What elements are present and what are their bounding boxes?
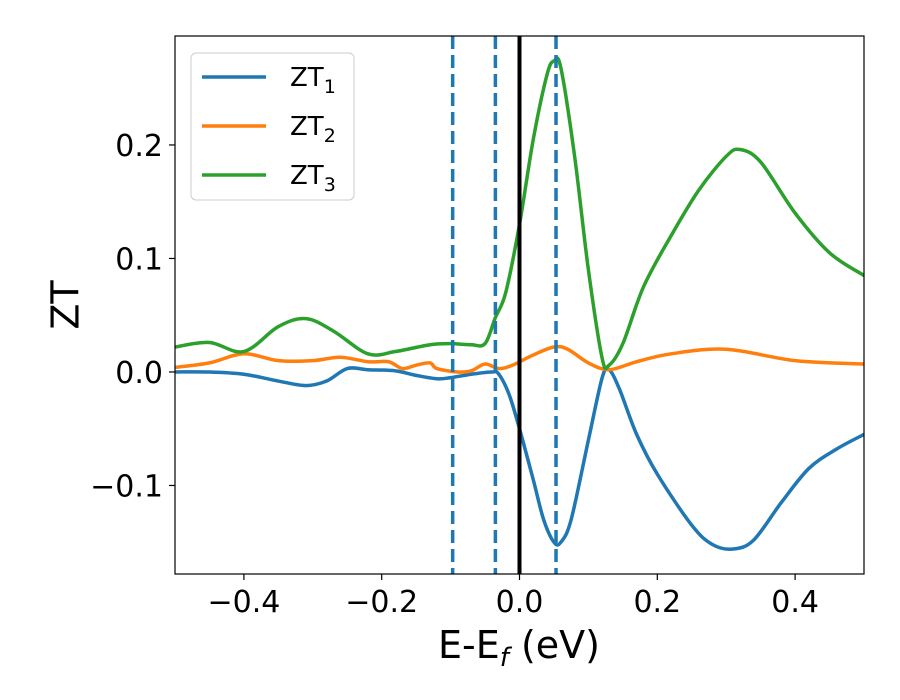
series-line-zt3 [175, 56, 864, 371]
legend-box [190, 52, 355, 201]
legend-label-zt1: ZT1 [290, 63, 336, 98]
x-tick-label: −0.4 [207, 585, 280, 620]
y-tick-label: 0.2 [115, 129, 163, 164]
series-line-zt1 [175, 366, 864, 551]
x-tick-label: 0.2 [633, 585, 681, 620]
x-axis-label-tail: (eV) [509, 623, 600, 667]
y-tick-label: 0.0 [115, 356, 163, 391]
legend-label-zt2: ZT2 [290, 112, 336, 147]
y-tick-label: 0.1 [115, 242, 163, 277]
x-tick-label: 0.4 [771, 585, 819, 620]
x-axis-label: E-Ef (eV) [438, 623, 600, 673]
y-tick-label: −0.1 [90, 469, 163, 504]
axis-ticks: −0.4 −0.2 0.0 0.2 0.4 −0.1 0.0 0.1 0.2 [90, 129, 819, 620]
x-axis-label-main: E-E [438, 623, 500, 667]
plot-area [175, 36, 864, 574]
x-tick-label: 0.0 [496, 585, 544, 620]
series-line-zt2 [175, 344, 864, 374]
legend: ZT1 ZT2 ZT3 [190, 52, 355, 201]
legend-label-zt3: ZT3 [290, 161, 336, 196]
x-tick-label: −0.2 [345, 585, 418, 620]
y-axis-label: ZT [44, 280, 88, 330]
plot-frame [174, 35, 865, 575]
